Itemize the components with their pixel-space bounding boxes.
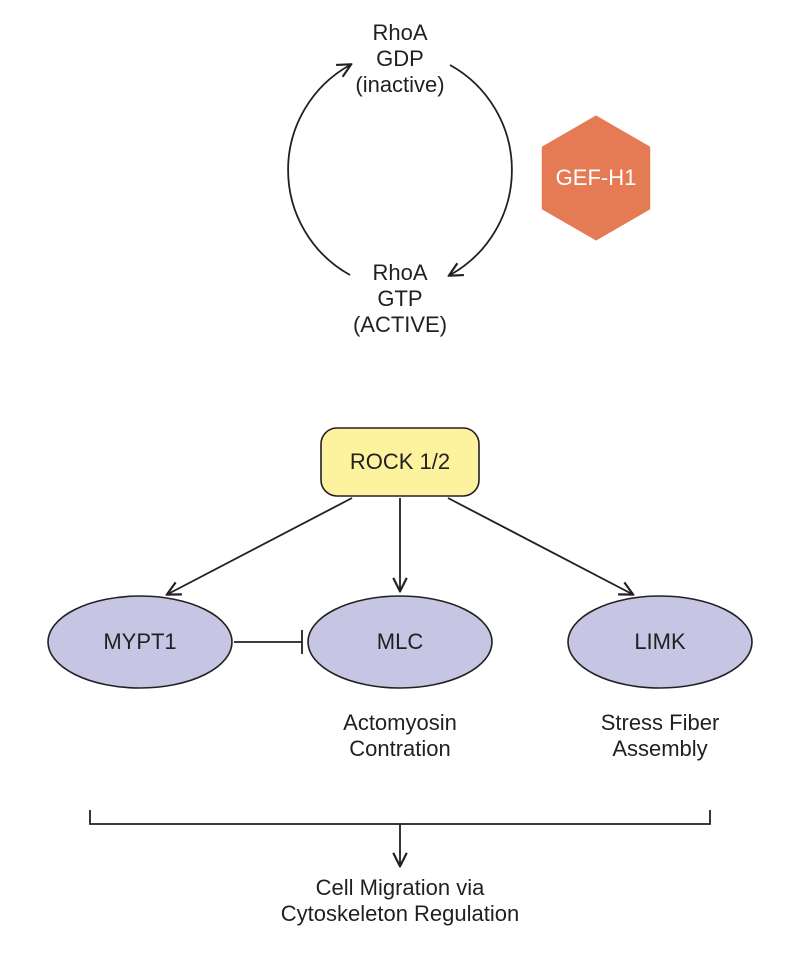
node-limk: LIMK: [568, 596, 752, 688]
edge-cycle_right: [450, 65, 512, 275]
mlc-label: MLC: [377, 629, 424, 654]
rock-label: ROCK 1/2: [350, 449, 450, 474]
caption-stressfiber-line-1: Assembly: [612, 736, 707, 761]
caption-final-line-1: Cytoskeleton Regulation: [281, 901, 519, 926]
limk-label: LIMK: [634, 629, 686, 654]
node-gefh1: GEF-H1: [542, 116, 649, 240]
rhoa-inactive-line-0: RhoA: [372, 20, 427, 45]
node-rhoa-active: RhoAGTP(ACTIVE): [353, 260, 447, 337]
node-rock: ROCK 1/2: [321, 428, 479, 496]
caption-final: Cell Migration viaCytoskeleton Regulatio…: [281, 875, 519, 926]
rhoa-active-line-2: (ACTIVE): [353, 312, 447, 337]
caption-actomyosin: ActomyosinContration: [343, 710, 457, 761]
rhoa-active-line-1: GTP: [377, 286, 422, 311]
edge-cycle_left: [288, 65, 350, 275]
edge-rock_to_mypt1: [168, 498, 352, 594]
node-rhoa-inactive: RhoAGDP(inactive): [355, 20, 444, 97]
caption-actomyosin-line-1: Contration: [349, 736, 451, 761]
edge-rock_to_limk: [448, 498, 632, 594]
edge-bracket: [90, 810, 710, 865]
gefh1-label: GEF-H1: [556, 165, 637, 190]
caption-stressfiber: Stress FiberAssembly: [601, 710, 720, 761]
node-mlc: MLC: [308, 596, 492, 688]
caption-actomyosin-line-0: Actomyosin: [343, 710, 457, 735]
mypt1-label: MYPT1: [103, 629, 176, 654]
rhoa-inactive-line-2: (inactive): [355, 72, 444, 97]
node-mypt1: MYPT1: [48, 596, 232, 688]
rhoa-inactive-line-1: GDP: [376, 46, 424, 71]
caption-stressfiber-line-0: Stress Fiber: [601, 710, 720, 735]
caption-final-line-0: Cell Migration via: [316, 875, 485, 900]
edge-mypt1-inhibits-mlc: [234, 630, 302, 654]
rhoa-active-line-0: RhoA: [372, 260, 427, 285]
